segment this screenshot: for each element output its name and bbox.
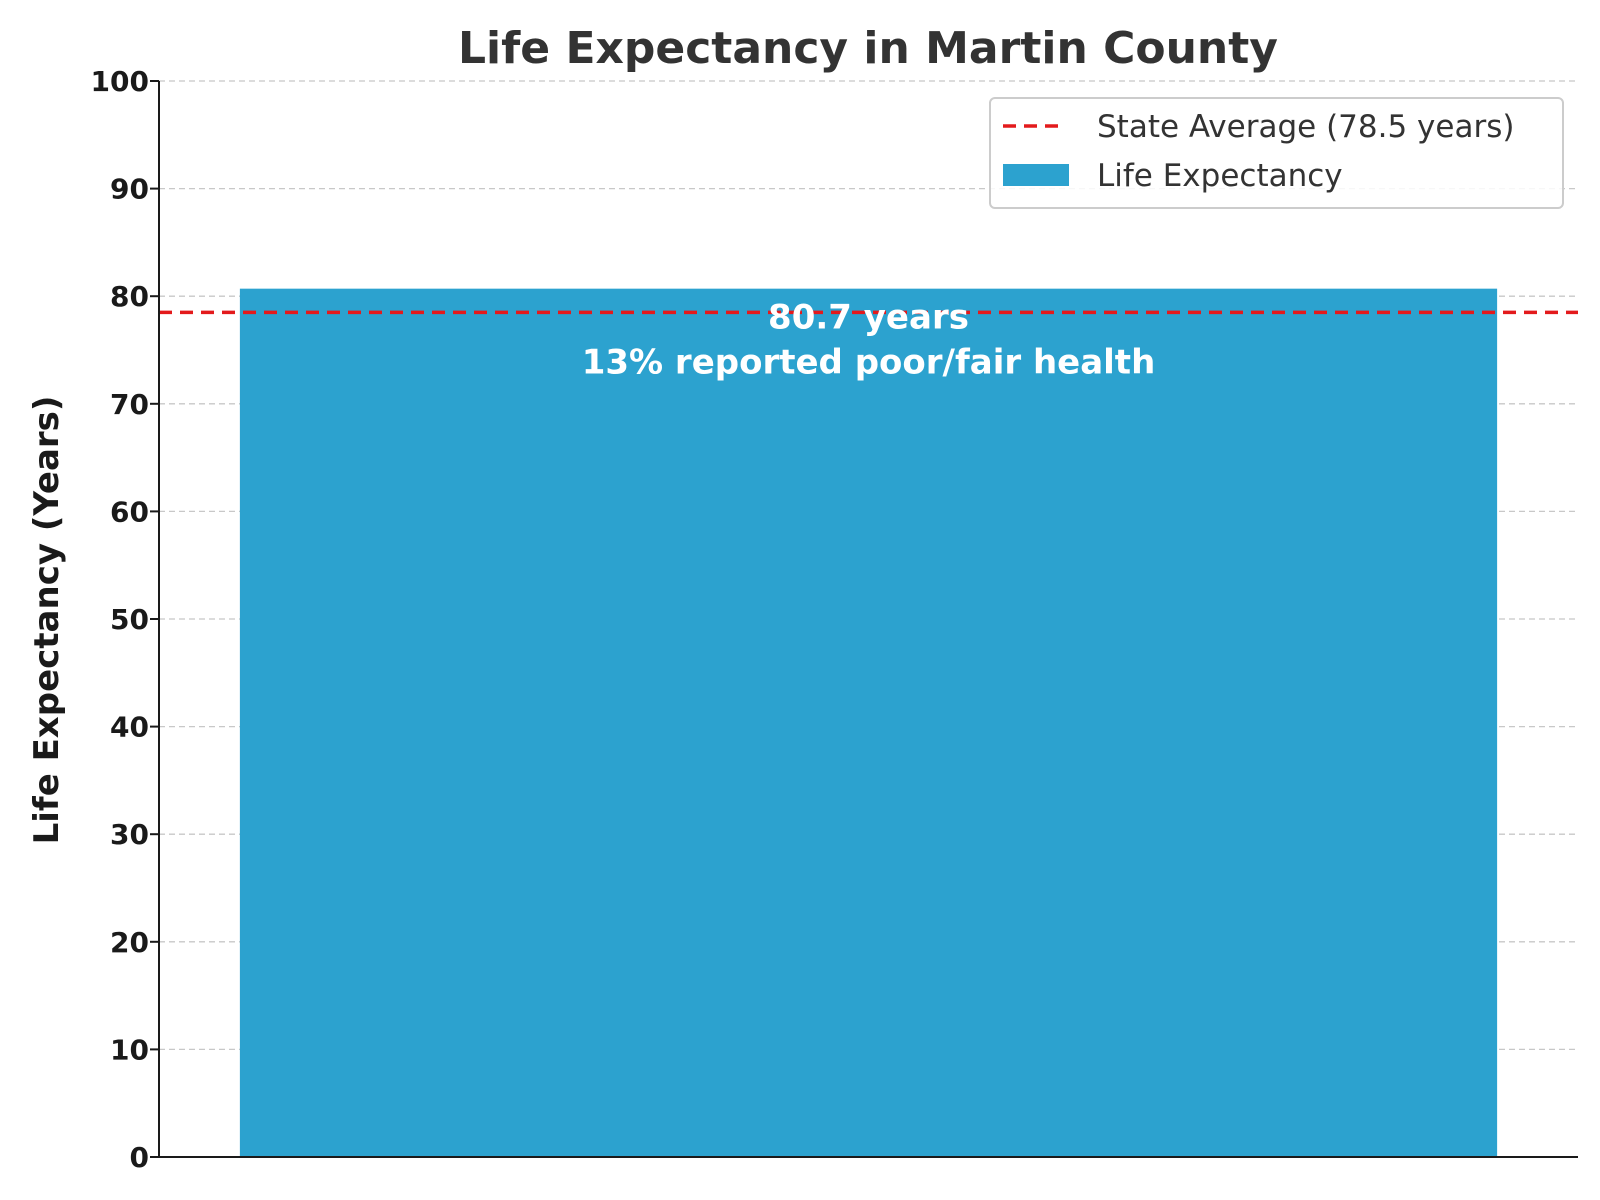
bar-label-note-0: 13% reported poor/fair health [582, 343, 1156, 383]
y-tick-label-40: 40 [110, 711, 149, 744]
bars [239, 288, 1498, 1158]
bar-0 [239, 288, 1498, 1158]
y-tick-label-10: 10 [110, 1033, 149, 1066]
y-tick-label-100: 100 [91, 65, 149, 98]
y-tick-label-0: 0 [130, 1141, 149, 1174]
y-axis-label: Life Expectancy (Years) [27, 396, 67, 845]
legend-life-expectancy-swatch [1003, 164, 1069, 186]
legend-box [989, 97, 1564, 209]
bar-label-value-0: 80.7 years [768, 298, 969, 338]
bar-labels: 80.7 years 13% reported poor/fair health [582, 298, 1156, 383]
y-ticks: 0 10 20 30 40 50 60 70 80 90 100 [91, 65, 159, 1174]
y-tick-label-80: 80 [110, 280, 149, 313]
y-tick-label-90: 90 [110, 173, 149, 206]
y-tick-label-70: 70 [110, 388, 149, 421]
y-tick-label-20: 20 [110, 926, 149, 959]
y-tick-label-30: 30 [110, 818, 149, 851]
y-tick-label-50: 50 [110, 603, 149, 636]
chart-title: Life Expectancy in Martin County [458, 23, 1278, 74]
legend-state-average-label: State Average (78.5 years) [1097, 109, 1514, 145]
legend: State Average (78.5 years) Life Expectan… [989, 97, 1564, 209]
y-tick-label-60: 60 [110, 495, 149, 528]
legend-life-expectancy-label: Life Expectancy [1097, 158, 1343, 194]
